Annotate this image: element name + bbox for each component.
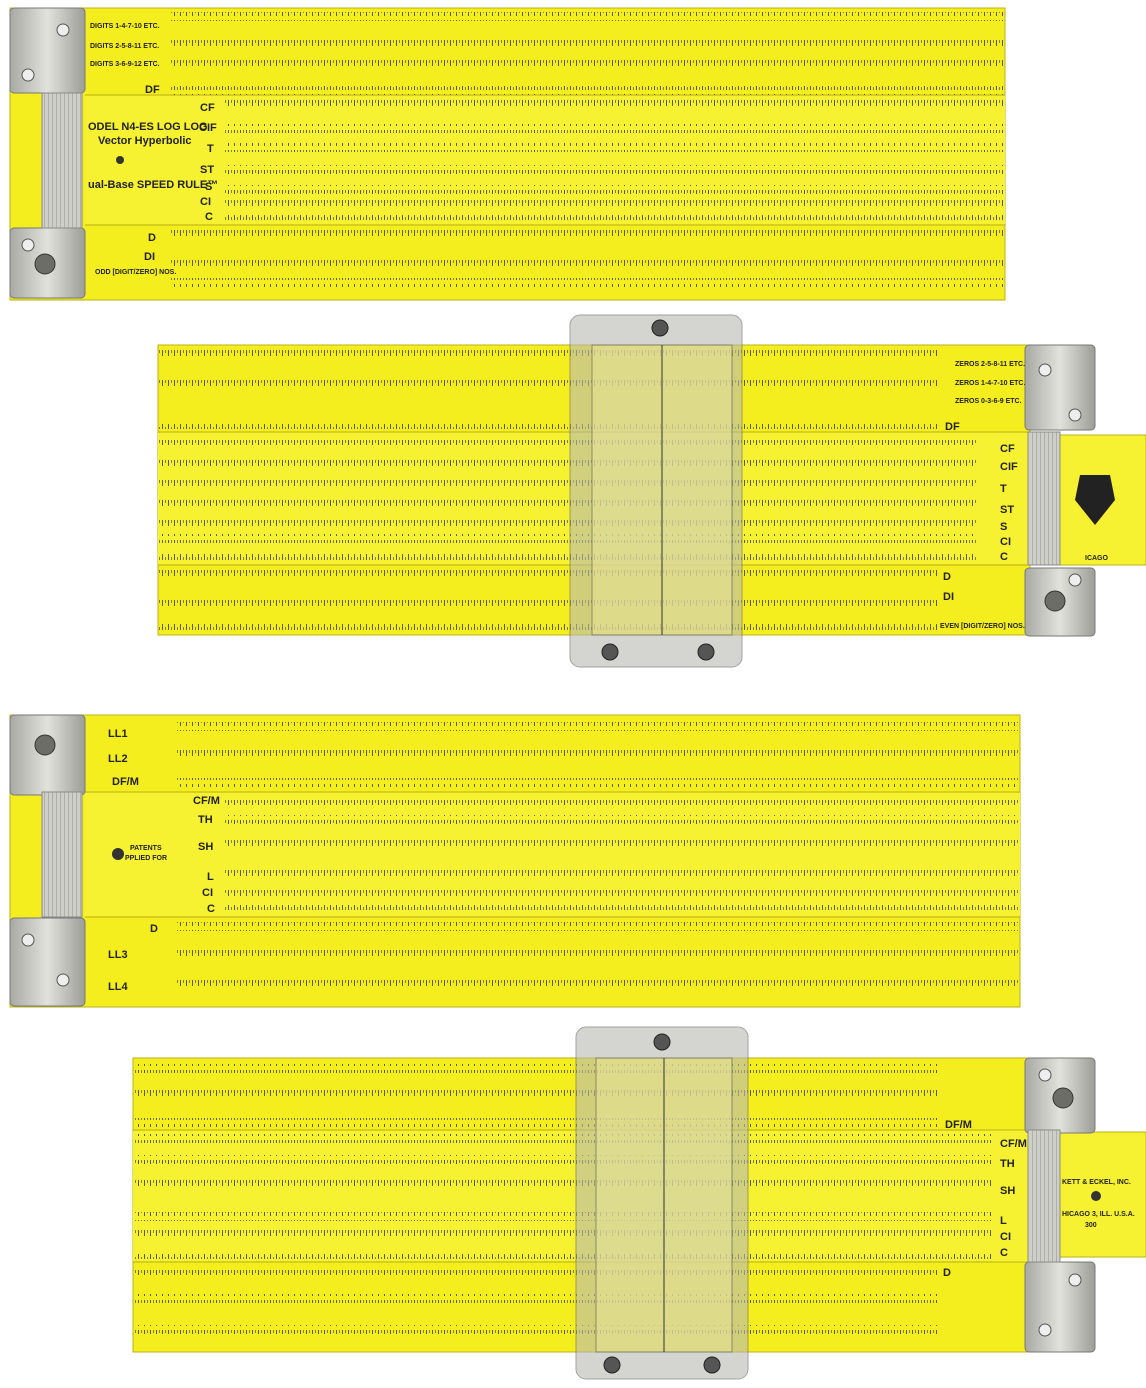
scale-label-cfm: CF/M	[193, 795, 220, 807]
header-label-2: ZEROS 1-4-7-10 ETC.	[955, 380, 1025, 387]
maker-line-1: KETT & ECKEL, INC.	[1062, 1179, 1131, 1186]
end-bracket-left	[9, 7, 86, 299]
rivet-hole	[1091, 1191, 1101, 1201]
logo-badge	[1075, 475, 1115, 525]
scale-label-cif: CIF	[1000, 461, 1018, 473]
end-bracket-right	[1024, 344, 1096, 637]
header-label-1: ZEROS 2-5-8-11 ETC.	[955, 361, 1025, 368]
scale-label-d: D	[943, 1267, 951, 1279]
screw-icon	[1044, 590, 1066, 612]
scale-label-ll1: LL1	[108, 728, 128, 740]
patent-note-1: PATENTS	[130, 845, 162, 852]
model-line-2: Vector Hyperbolic	[98, 135, 192, 147]
scale-label-c: C	[1000, 1247, 1008, 1259]
scale-label-c: C	[1000, 551, 1008, 563]
scale-label-sh: SH	[198, 841, 213, 853]
cursor-window[interactable]	[569, 314, 743, 668]
cursor-window[interactable]	[575, 1026, 749, 1380]
scale-label-d: D	[150, 923, 158, 935]
odd-digit-note: ODD [DIGIT/ZERO] NOS.	[95, 269, 176, 276]
rivet-hole	[116, 156, 124, 164]
header-label-2: DIGITS 2-5-8-11 ETC.	[90, 43, 159, 50]
scale-label-di: DI	[144, 251, 155, 263]
scale-label-cf: CF	[1000, 443, 1015, 455]
scale-label-t: T	[207, 143, 214, 155]
model-line-3: ual-Base SPEED RULE™	[88, 179, 218, 191]
scale-label-l: L	[207, 871, 214, 883]
maker-line-3: 300	[1085, 1222, 1097, 1229]
segment-back-right: DF/M CF/M TH SH L CI C D KETT & ECKEL, I…	[132, 1026, 1146, 1380]
scale-label-dfm: DF/M	[112, 776, 139, 788]
header-label-1: DIGITS 1-4-7-10 ETC.	[90, 23, 160, 30]
scale-label-ci: CI	[202, 887, 213, 899]
scale-label-sh: SH	[1000, 1185, 1015, 1197]
scale-label-ci: CI	[1000, 1231, 1011, 1243]
screw-icon	[1052, 1087, 1074, 1109]
segment-front-right: ZEROS 2-5-8-11 ETC. ZEROS 1-4-7-10 ETC. …	[157, 314, 1146, 668]
scale-label-l: L	[1000, 1215, 1007, 1227]
scale-label-th: TH	[198, 814, 213, 826]
scale-label-dfm: DF/M	[945, 1119, 972, 1131]
end-bracket-right	[1024, 1057, 1096, 1353]
scale-label-cf: CF	[200, 102, 215, 114]
tab-text: ICAGO	[1085, 555, 1109, 562]
scale-label-st: ST	[1000, 504, 1014, 516]
end-bracket-left	[9, 714, 86, 1007]
even-digit-note: EVEN [DIGIT/ZERO] NOS.	[940, 623, 1025, 630]
segment-back-left: LL1 LL2 DF/M CF/M TH SH L CI C D LL3 LL4…	[9, 714, 1021, 1008]
scale-label-th: TH	[1000, 1158, 1015, 1170]
scale-label-ll3: LL3	[108, 949, 128, 961]
rivet-hole	[112, 848, 124, 860]
scale-label-cif: CIF	[199, 122, 217, 134]
scale-label-di: DI	[943, 591, 954, 603]
screw-icon	[34, 253, 56, 275]
header-label-3: DIGITS 3-6-9-12 ETC.	[90, 61, 160, 68]
scale-label-c: C	[207, 903, 215, 915]
scale-label-df: DF	[945, 421, 960, 433]
scale-label-t: T	[1000, 483, 1007, 495]
screw-icon	[34, 734, 56, 756]
scale-label-ll4: LL4	[108, 981, 128, 993]
scale-label-d: D	[943, 571, 951, 583]
scale-label-s: S	[205, 181, 212, 193]
patent-note-2: PPLIED FOR	[125, 855, 167, 862]
scale-label-ci: CI	[200, 196, 211, 208]
scale-label-d: D	[148, 232, 156, 244]
scale-label-ci: CI	[1000, 536, 1011, 548]
scale-label-st: ST	[200, 164, 214, 176]
scale-label-df: DF	[145, 84, 160, 96]
model-line-1: ODEL N4-ES LOG LOG	[88, 121, 208, 133]
maker-line-2: HICAGO 3, ILL. U.S.A.	[1062, 1211, 1135, 1218]
segment-front-left: DIGITS 1-4-7-10 ETC. DIGITS 2-5-8-11 ETC…	[9, 7, 1006, 301]
scale-label-ll2: LL2	[108, 753, 128, 765]
scale-label-c: C	[205, 211, 213, 223]
header-label-3: ZEROS 0-3-6-9 ETC.	[955, 398, 1022, 405]
scale-label-cfm: CF/M	[1000, 1138, 1027, 1150]
scale-label-s: S	[1000, 521, 1007, 533]
